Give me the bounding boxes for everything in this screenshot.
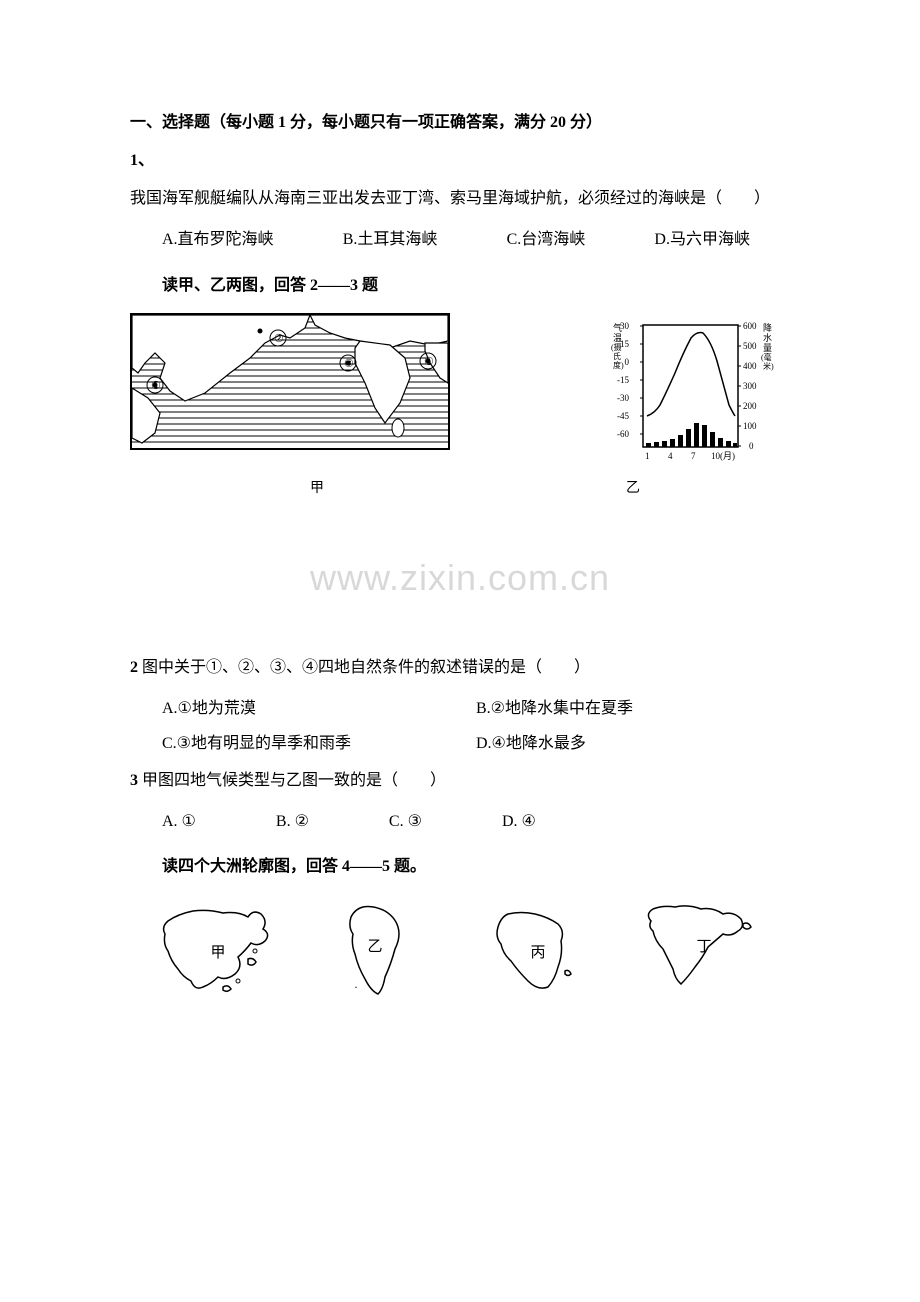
continent-north-america: 丁 [633, 899, 768, 1004]
svg-text:500: 500 [743, 341, 757, 351]
q1-opt-d: D.马六甲海峡 [654, 222, 750, 257]
q3-stem-text: 甲图四地气候类型与乙图一致的是（ ） [138, 772, 446, 789]
svg-text:10(月): 10(月) [711, 451, 735, 461]
svg-text:米): 米) [763, 361, 774, 371]
svg-text:(毫: (毫 [761, 352, 772, 362]
svg-text:水: 水 [763, 332, 772, 343]
map-label: 甲 [310, 477, 324, 497]
watermark: www.zixin.com.cn [130, 557, 790, 599]
q2-opt-c: C.③地有明显的旱季和雨季 [162, 726, 476, 761]
q3-number: 3 [130, 772, 138, 789]
svg-text:30: 30 [620, 321, 630, 331]
svg-text:降: 降 [763, 322, 772, 333]
svg-text:-30: -30 [617, 393, 629, 403]
q1-options: A.直布罗陀海峡 B.土耳其海峡 C.台湾海峡 D.马六甲海峡 [130, 222, 790, 257]
q3-opt-a: A. ① [162, 804, 196, 839]
svg-text:③: ③ [344, 358, 354, 370]
climate-svg: 气 温 (摄 氏 度) 降 水 量 (毫 米) 30 15 0 -15 -30 … [605, 313, 780, 473]
continents-row: 甲 乙 . 丙 丁 [130, 899, 790, 1004]
q2-row1: A.①地为荒漠 B.②地降水集中在夏季 [130, 691, 790, 726]
svg-text:-45: -45 [617, 411, 629, 421]
svg-text:15: 15 [620, 339, 630, 349]
map-jia: ① ② ③ ④ [130, 313, 450, 468]
svg-text:0: 0 [625, 357, 630, 367]
svg-text:-15: -15 [617, 375, 629, 385]
q2-opt-a: A.①地为荒漠 [162, 691, 476, 726]
continent-south-america: 乙 . [313, 899, 448, 1004]
q1-stem-text: 我国海军舰艇编队从海南三亚出发去亚丁湾、索马里海域护航，必须经过的海峡是（ ） [130, 190, 770, 207]
svg-text:7: 7 [691, 451, 696, 461]
q3-options: A. ① B. ② C. ③ D. ④ [130, 804, 790, 839]
q1-opt-b: B.土耳其海峡 [343, 222, 438, 257]
q2-row2: C.③地有明显的旱季和雨季 D.④地降水最多 [130, 726, 790, 761]
svg-text:600: 600 [743, 321, 757, 331]
q1-stem: 1、我国海军舰艇编队从海南三亚出发去亚丁湾、索马里海域护航，必须经过的海峡是（ … [130, 142, 790, 219]
q3-opt-d: D. ④ [502, 804, 536, 839]
q2-number: 2 [130, 659, 138, 676]
q1-opt-c: C.台湾海峡 [507, 222, 586, 257]
map-svg: ① ② ③ ④ [130, 313, 450, 468]
svg-text:200: 200 [743, 401, 757, 411]
q2-stem: 2 图中关于①、②、③、④四地自然条件的叙述错误的是（ ） [130, 649, 790, 687]
continent-africa: 丙 [473, 899, 608, 1004]
svg-text:④: ④ [424, 356, 434, 368]
svg-text:100: 100 [743, 421, 757, 431]
na-label: 丁 [697, 935, 712, 956]
q1-opt-a: A.直布罗陀海峡 [162, 222, 274, 257]
africa-label: 丙 [531, 941, 546, 962]
svg-text:量: 量 [763, 343, 772, 353]
section-heading: 一、选择题（每小题 1 分，每小题只有一项正确答案，满分 20 分） [130, 110, 790, 136]
svg-text:①: ① [151, 380, 161, 392]
svg-text:400: 400 [743, 361, 757, 371]
svg-text:0: 0 [749, 441, 754, 451]
q3-opt-c: C. ③ [389, 804, 422, 839]
image-labels: 甲 乙 [130, 477, 790, 497]
climate-chart-yi: 气 温 (摄 氏 度) 降 水 量 (毫 米) 30 15 0 -15 -30 … [605, 313, 780, 473]
image-row: ① ② ③ ④ 气 温 (摄 氏 度) 降 水 量 (毫 米) [130, 313, 790, 473]
sa-label: 乙 [368, 935, 383, 956]
continent-asia: 甲 [153, 899, 288, 1004]
instruction-2-3: 读甲、乙两图，回答 2——3 题 [130, 268, 790, 303]
svg-text:度): 度) [613, 360, 624, 370]
svg-text:②: ② [274, 333, 284, 345]
q3-stem: 3 甲图四地气候类型与乙图一致的是（ ） [130, 762, 790, 800]
svg-text:1: 1 [645, 451, 650, 461]
q3-opt-b: B. ② [276, 804, 309, 839]
svg-text:4: 4 [668, 451, 673, 461]
q1-number: 1、 [130, 152, 154, 169]
svg-text:-60: -60 [617, 429, 629, 439]
chart-label: 乙 [626, 477, 640, 497]
instruction-4-5: 读四个大洲轮廓图，回答 4——5 题。 [130, 849, 790, 884]
asia-label: 甲 [211, 941, 226, 962]
q2-opt-d: D.④地降水最多 [476, 726, 790, 761]
q2-opt-b: B.②地降水集中在夏季 [476, 691, 790, 726]
q2-stem-text: 图中关于①、②、③、④四地自然条件的叙述错误的是（ ） [138, 659, 590, 676]
dot-mark: . [355, 977, 358, 992]
svg-text:氏: 氏 [613, 352, 621, 361]
svg-text:300: 300 [743, 381, 757, 391]
